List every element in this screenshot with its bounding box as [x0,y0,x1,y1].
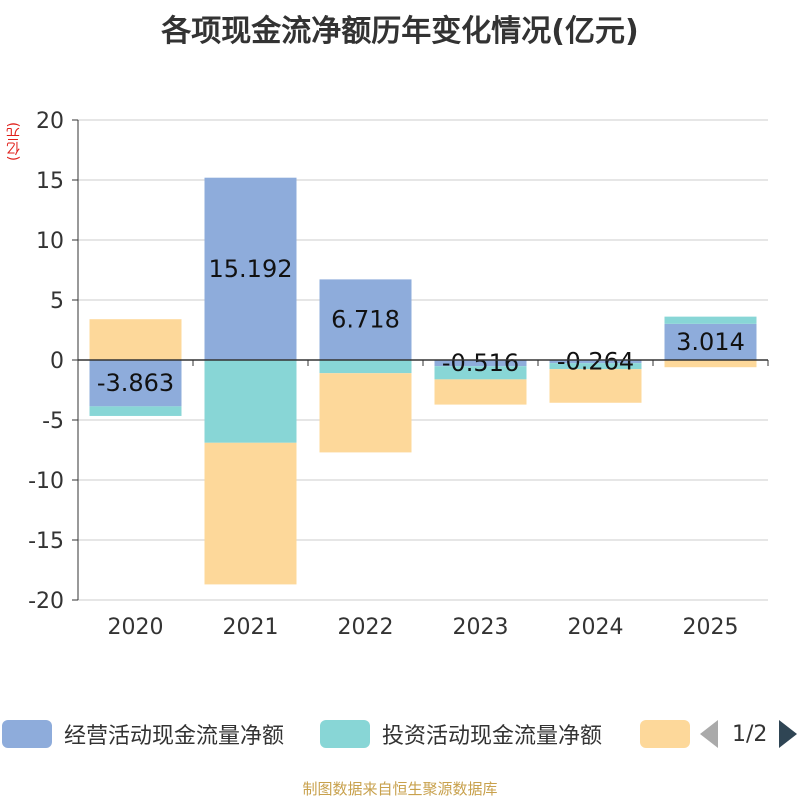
y-tick-label: -15 [28,529,64,554]
y-tick-label: 15 [36,169,64,194]
x-tick-label-2023: 2023 [453,615,509,640]
bar-financing-2020 [89,319,182,360]
x-tick-label-2024: 2024 [568,615,624,640]
data-label-operating-2023: -0.516 [442,349,519,377]
legend-pager: 1/2 [700,716,798,752]
x-tick-label-2022: 2022 [338,615,394,640]
legend-page-indicator: 1/2 [732,721,768,747]
legend: 经营活动现金流量净额 投资活动现金流量净额 1/2 [0,716,800,752]
x-tick-label-2020: 2020 [108,615,164,640]
data-source-footer: 制图数据来自恒生聚源数据库 [302,780,498,798]
data-label-operating-2022: 6.718 [331,306,400,334]
legend-label-operating: 经营活动现金流量净额 [64,724,285,749]
bar-financing-2023 [434,379,527,405]
y-tick-label: 5 [50,289,64,314]
y-tick-label: -10 [28,469,64,494]
data-label-operating-2025: 3.014 [676,328,745,356]
y-tick-label: 20 [36,109,64,134]
data-label-operating-2021: 15.192 [209,255,293,283]
chart-title: 各项现金流净额历年变化情况(亿元) [161,14,639,49]
legend-item-operating[interactable]: 经营活动现金流量净额 [2,716,284,752]
bar-investing-2024 [549,363,642,370]
bar-financing-2024 [549,369,642,403]
legend-swatch-operating [2,720,52,748]
data-label-operating-2020: -3.863 [97,369,174,397]
bar-operating-2024 [549,360,642,364]
bar-investing-2022 [319,360,412,374]
y-tick-label: 10 [36,229,64,254]
bar-investing-2023 [434,366,527,380]
cash-flow-chart: 20 15 10 5 0 -5 -10 -15 -20 -3.863 15.192 6.718 -0.5… [28,109,769,640]
legend-prev-page-icon[interactable] [700,720,718,748]
bar-operating-2022 [319,279,412,360]
bar-operating-2025 [664,323,757,360]
x-tick-label-2021: 2021 [223,615,279,640]
bar-operating-2021 [204,177,297,360]
y-tick-label: -5 [42,409,64,434]
x-tick-label-2025: 2025 [683,615,739,640]
bar-financing-2025 [664,360,757,368]
y-tick-label: 0 [50,349,64,374]
bar-financing-2022 [319,373,412,453]
legend-item-investing[interactable]: 投资活动现金流量净额 [320,716,602,752]
bar-financing-2021 [204,442,297,585]
bar-investing-2021 [204,360,297,443]
bar-investing-2020 [89,406,182,416]
y-tick-label: -20 [28,589,64,614]
bar-investing-2025 [664,316,757,324]
bar-operating-2020 [89,360,182,407]
legend-label-investing: 投资活动现金流量净额 [382,724,603,749]
data-label-operating-2024: -0.264 [557,348,634,376]
legend-swatch-investing [320,720,370,748]
bar-operating-2023 [434,360,527,367]
legend-item-financing[interactable] [640,716,702,752]
legend-next-page-icon[interactable] [779,720,798,748]
legend-swatch-financing [640,720,690,748]
